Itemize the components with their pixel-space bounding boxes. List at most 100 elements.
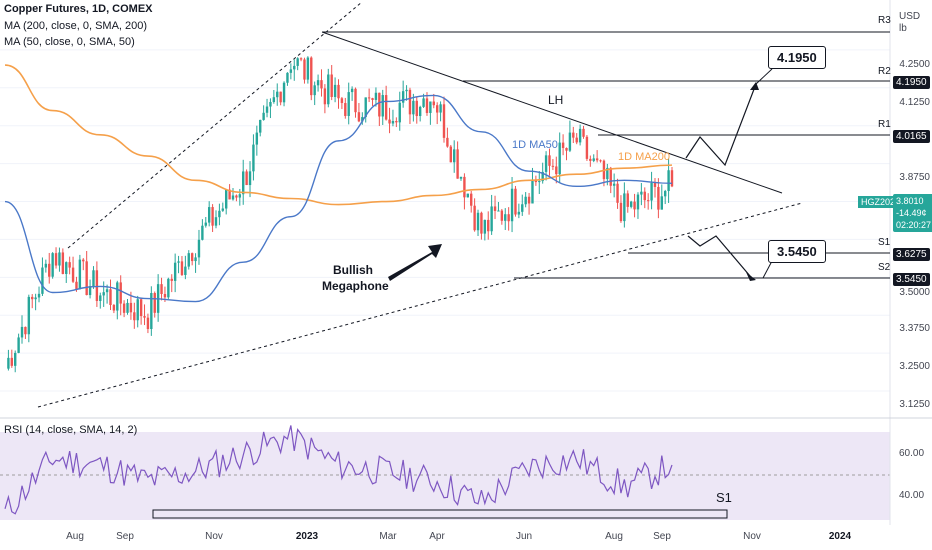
target-down-callout: 3.5450 (768, 240, 826, 263)
candle-body (129, 302, 133, 313)
candle-body (143, 316, 146, 318)
bullish-projection-path (685, 83, 757, 167)
bullish-megaphone-arrow (388, 244, 442, 281)
candle-body (466, 193, 470, 198)
candle-body (646, 200, 650, 202)
rsi-legend[interactable]: RSI (14, close, SMA, 14, 2) (4, 424, 138, 436)
candle-body (429, 101, 432, 113)
candle-body (180, 261, 184, 275)
candlestick-series (7, 56, 674, 373)
r2-price-tag: 4.1950 (893, 76, 930, 89)
candle-body (470, 193, 473, 206)
candle-body (207, 207, 211, 223)
ma50-line[interactable] (4, 94, 673, 303)
candle-body (422, 98, 425, 107)
candle-body (629, 201, 633, 207)
megaphone-lower-trendline[interactable] (37, 202, 803, 408)
candle-body (367, 97, 371, 99)
candle-body (524, 196, 527, 205)
ma200-legend[interactable]: MA (200, close, 0, SMA, 200) (4, 20, 148, 32)
time-tick: 2024 (828, 531, 852, 542)
target-up-pointer (755, 68, 773, 85)
symbol-title[interactable]: Copper Futures, 1D, COMEX (4, 3, 153, 15)
price-tick: 4.1250 (899, 97, 930, 108)
candle-body (517, 211, 521, 215)
s1-label: S1 (878, 237, 891, 248)
ma50-annotation: 1D MA50 (512, 139, 558, 151)
candle-body (612, 183, 616, 186)
price-tick: 3.5000 (899, 287, 930, 298)
candle-body (521, 204, 524, 212)
candle-body (541, 171, 544, 182)
rsi-line[interactable] (4, 425, 673, 515)
candle-body (133, 312, 136, 321)
rsi-support-box (152, 509, 728, 519)
candle-body (167, 278, 170, 298)
candle-body (538, 181, 541, 183)
candle-body (37, 293, 41, 298)
candle-body (122, 303, 126, 313)
candle-body (235, 195, 238, 198)
candle-body (565, 147, 568, 151)
price-tick: 3.1250 (899, 399, 930, 410)
candle-body (558, 142, 561, 175)
candle-body (187, 253, 190, 267)
candle-body (459, 176, 463, 179)
candle-body (555, 166, 558, 175)
candle-body (48, 263, 51, 277)
unit-label: lb (899, 23, 907, 34)
candle-body (456, 149, 459, 179)
candle-body (361, 117, 364, 122)
lower-highs-trendline[interactable] (321, 31, 783, 194)
candle-body (34, 297, 37, 300)
candle-body (330, 74, 333, 97)
candle-body (10, 357, 14, 366)
ma50-legend[interactable]: MA (50, close, 0, SMA, 50) (4, 36, 135, 48)
candle-body (643, 191, 646, 201)
bar-countdown: 02:20:27 (896, 220, 932, 230)
grid (0, 49, 890, 392)
candle-body (306, 57, 310, 80)
candle-body (61, 252, 65, 274)
candle-body (109, 289, 112, 306)
candle-body (265, 106, 269, 113)
megaphone-upper-trendline[interactable] (67, 1, 363, 249)
candle-body (150, 293, 153, 330)
candle-body (333, 84, 337, 97)
price-tick: 3.2500 (899, 361, 930, 372)
candle-body (65, 262, 68, 274)
candle-body (20, 326, 24, 338)
candle-body (259, 119, 262, 133)
ma200-line[interactable] (4, 64, 673, 206)
candle-body (255, 132, 259, 145)
rsi-s1-label: S1 (716, 490, 732, 505)
price-tick: 4.2500 (899, 59, 930, 70)
pattern-label-line1: Bullish (333, 263, 374, 277)
candle-body (599, 160, 602, 162)
candle-body (551, 165, 555, 167)
candle-body (453, 149, 456, 163)
time-tick: Jun (515, 531, 533, 542)
candle-body (531, 179, 534, 204)
candle-body (575, 137, 578, 143)
time-tick: Apr (429, 531, 445, 542)
time-tick: Nov (743, 531, 761, 542)
pattern-label-line2: Megaphone (322, 279, 389, 293)
candle-body (116, 282, 119, 311)
s1-price-tag: 3.6275 (893, 248, 930, 261)
candle-body (497, 210, 500, 212)
candle-body (323, 88, 327, 105)
candle-body (204, 222, 207, 226)
candle-body (398, 102, 401, 123)
candle-body (619, 202, 623, 222)
r2-label: R2 (878, 66, 891, 77)
candle-body (299, 58, 303, 60)
candle-body (126, 302, 129, 313)
candle-body (163, 293, 167, 298)
candle-body (446, 137, 449, 147)
currency-unit[interactable]: USD lb (899, 11, 920, 35)
candle-body (92, 270, 95, 287)
candle-body (177, 261, 180, 263)
candle-body (68, 262, 71, 268)
